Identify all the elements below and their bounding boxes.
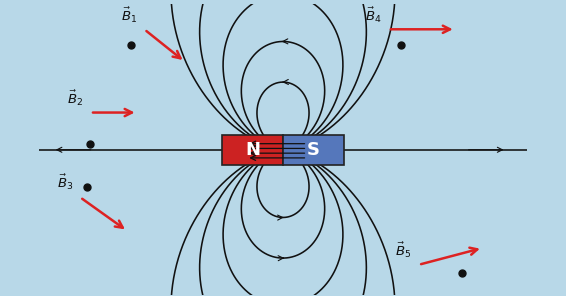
- Text: S: S: [307, 141, 320, 159]
- Text: $\vec{B}_4$: $\vec{B}_4$: [365, 5, 381, 25]
- Bar: [222, 135, 283, 165]
- Text: $\vec{B}_5$: $\vec{B}_5$: [396, 241, 411, 260]
- Text: $\vec{B}_1$: $\vec{B}_1$: [121, 5, 138, 25]
- Text: $\vec{B}_3$: $\vec{B}_3$: [57, 173, 73, 192]
- Bar: [283, 135, 344, 165]
- Text: $\vec{B}_2$: $\vec{B}_2$: [67, 89, 83, 108]
- Text: N: N: [245, 141, 260, 159]
